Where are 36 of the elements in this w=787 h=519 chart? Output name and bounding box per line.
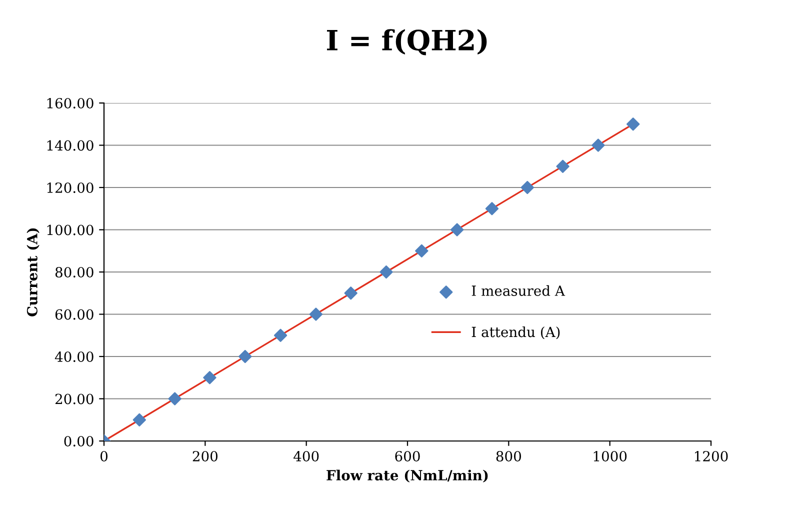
point <box>485 202 499 216</box>
point <box>309 308 323 321</box>
legend-label: I attendu (A) <box>472 326 560 340</box>
y-tick-label: 0.00 <box>64 436 94 446</box>
legend-label: I measured A <box>472 285 566 296</box>
point <box>592 138 605 152</box>
point <box>168 392 182 406</box>
y-tick-label: 40.00 <box>54 351 94 362</box>
point <box>520 180 534 194</box>
x-tick-label: 400 <box>294 450 319 462</box>
x-tick-label: 1200 <box>695 450 728 462</box>
x-tick-label: 0 <box>100 450 108 462</box>
x-tick-label: 600 <box>395 450 420 462</box>
point <box>556 160 570 173</box>
y-tick-label: 140.00 <box>47 140 94 151</box>
point <box>344 286 358 300</box>
x-tick-label: 200 <box>192 450 218 462</box>
point <box>380 265 393 279</box>
y-tick-label: 60.00 <box>55 309 94 320</box>
x-tick-label: 1000 <box>594 450 627 462</box>
point <box>238 350 252 364</box>
point <box>203 371 216 384</box>
y-tick-label: 100.00 <box>47 224 94 236</box>
point <box>274 328 288 342</box>
chart-title: I = f(QH2) <box>326 29 487 56</box>
point <box>450 223 464 236</box>
x-axis-title: Flow rate (NmL/min) <box>326 470 488 482</box>
y-tick-label: 80.00 <box>55 266 94 278</box>
y-tick-label: 120.00 <box>47 182 94 193</box>
y-tick-label: 160.00 <box>47 98 94 108</box>
point <box>415 244 428 258</box>
x-tick-label: 800 <box>496 450 521 462</box>
y-tick-label: 20.00 <box>55 394 94 404</box>
point <box>132 413 146 426</box>
y-axis-title: Current (A) <box>26 228 40 316</box>
point <box>626 118 640 131</box>
